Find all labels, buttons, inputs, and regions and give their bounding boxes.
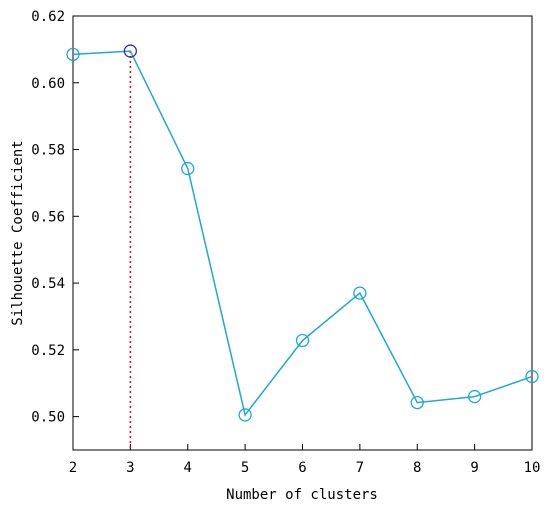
data-point-k7 xyxy=(353,286,367,300)
x-tick-label-4: 4 xyxy=(184,460,192,476)
y-tick-label-0.58: 0.58 xyxy=(31,143,65,159)
data-point-k6 xyxy=(295,333,310,348)
x-tick-label-10: 10 xyxy=(524,460,541,476)
x-tick-label-2: 2 xyxy=(69,460,77,476)
x-tick-label-5: 5 xyxy=(241,460,249,476)
series-layer xyxy=(66,44,539,422)
x-tick-label-7: 7 xyxy=(356,460,364,476)
data-point-k5 xyxy=(238,408,252,422)
data-point-k9 xyxy=(467,389,482,404)
data-point-k3 xyxy=(123,44,138,58)
y-tick-label-0.50: 0.50 xyxy=(31,410,65,426)
data-point-k4 xyxy=(181,161,195,176)
y-tick-label-0.62: 0.62 xyxy=(31,9,65,25)
plot-frame xyxy=(72,15,533,451)
y-tick-label-0.52: 0.52 xyxy=(31,343,65,359)
y-tick-label-0.60: 0.60 xyxy=(31,76,65,92)
y-tick-label-0.54: 0.54 xyxy=(31,276,65,292)
x-tick-label-8: 8 xyxy=(413,460,421,476)
data-point-k10 xyxy=(525,369,539,384)
x-tick-label-3: 3 xyxy=(126,460,134,476)
y-tick-label-0.56: 0.56 xyxy=(31,209,65,225)
x-tick-label-9: 9 xyxy=(470,460,478,476)
y-axis-title: Silhouette Coefficient xyxy=(10,140,26,325)
data-point-k8 xyxy=(410,395,424,410)
data-point-k2 xyxy=(66,47,80,62)
x-axis-title: Number of clusters xyxy=(226,487,378,503)
axis-ticks: 2 3 4 5 6 7 8 9 10 0.50 0.52 0.54 0.56 0.58 0.60 0.62 xyxy=(31,9,540,476)
x-tick-label-6: 6 xyxy=(298,460,306,476)
series-line-0 xyxy=(72,50,533,417)
